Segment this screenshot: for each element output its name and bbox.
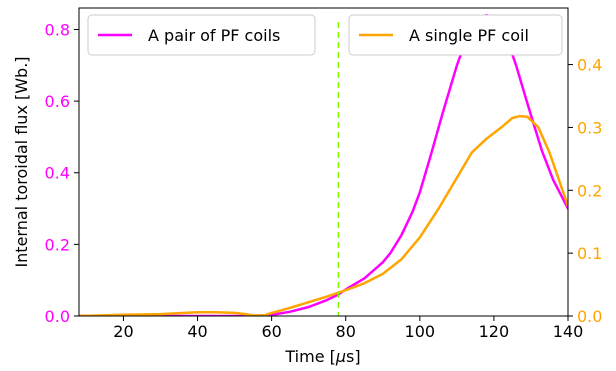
x-tick-label: 20 — [113, 322, 133, 341]
y-tick-label-left: 0.2 — [45, 235, 70, 254]
y-tick-label-right: 0.4 — [577, 56, 602, 75]
y-tick-label-left: 0.0 — [45, 307, 70, 326]
y-tick-label-left: 0.8 — [45, 20, 70, 39]
y-tick-label-right: 0.0 — [577, 307, 602, 326]
x-tick-label: 40 — [187, 322, 207, 341]
y-tick-label-right: 0.2 — [577, 181, 602, 200]
x-tick-label: 120 — [479, 322, 510, 341]
y-tick-label-left: 0.4 — [45, 164, 70, 183]
y-axis-label-left: Internal toroidal flux [Wb.] — [12, 56, 31, 267]
plot-area — [79, 8, 568, 316]
x-tick-label: 100 — [405, 322, 436, 341]
series-line-single — [79, 114, 568, 316]
plot-frame — [78, 7, 569, 317]
y-tick-label-left: 0.6 — [45, 92, 70, 111]
x-tick-label: 140 — [553, 322, 584, 341]
legend-label-single: A single PF coil — [409, 26, 529, 45]
legend-label-pair: A pair of PF coils — [148, 26, 280, 45]
legend-single: A single PF coil — [348, 14, 563, 56]
y-tick-label-right: 0.3 — [577, 118, 602, 137]
x-tick-label: 80 — [336, 322, 356, 341]
x-axis-label: Time [μs] — [284, 347, 360, 366]
y-tick-label-right: 0.1 — [577, 244, 602, 263]
legend-box-single — [348, 14, 563, 56]
legend-pair: A pair of PF coils — [87, 14, 316, 56]
x-tick-label: 60 — [261, 322, 281, 341]
legend-box-pair — [87, 14, 316, 56]
